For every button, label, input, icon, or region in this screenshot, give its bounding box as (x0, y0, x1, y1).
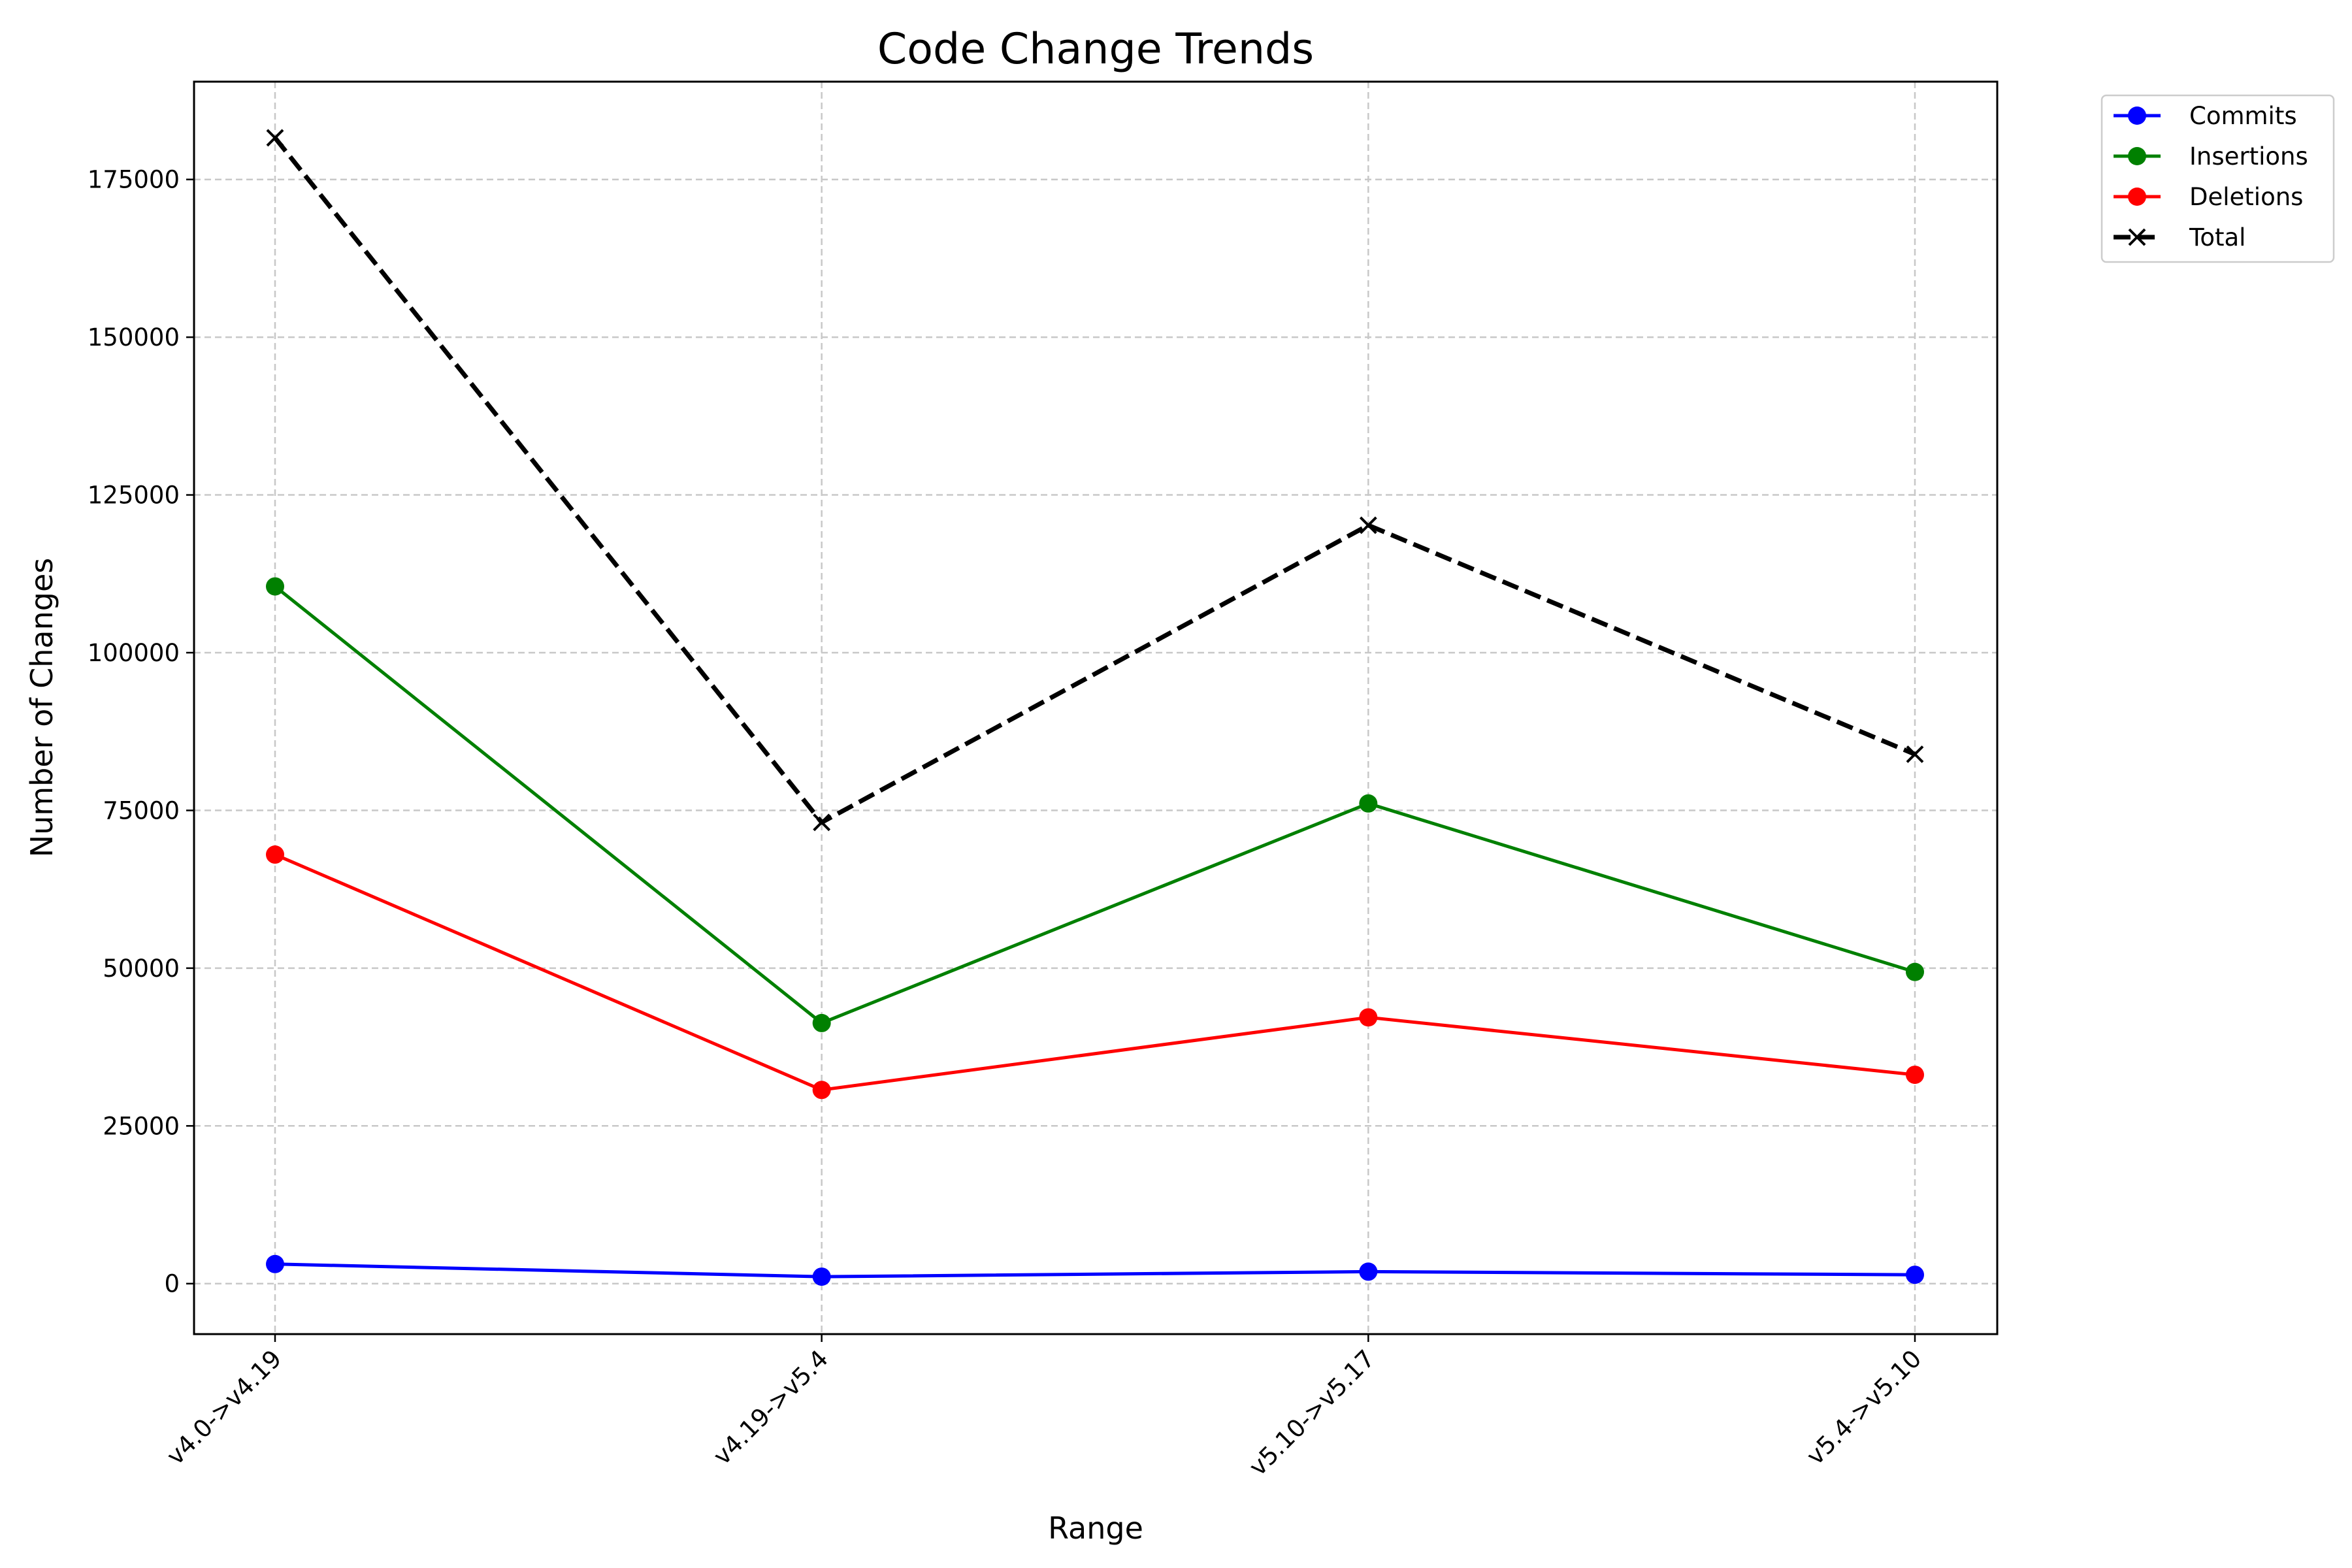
insertions-point (812, 1013, 831, 1032)
chart-title: Code Change Trends (877, 25, 1314, 74)
total-point (1906, 745, 1924, 763)
insertions-point (266, 577, 284, 596)
total-point (266, 129, 284, 147)
legend: Commits Insertions Deletions Total (2100, 94, 2335, 263)
total-point (1359, 516, 1377, 534)
legend-label-total: Total (2189, 223, 2246, 252)
total-line (273, 136, 1916, 825)
y-tick-label: 75000 (103, 796, 180, 825)
deletions-point (266, 845, 284, 864)
insertions-point (1359, 794, 1378, 813)
deletions-point (812, 1081, 831, 1100)
deletions-line (274, 853, 1916, 1092)
deletions-point (1359, 1008, 1378, 1027)
deletions-point (1906, 1066, 1924, 1085)
legend-box (2100, 94, 2335, 263)
legend-marker-insertions (2128, 147, 2146, 165)
y-tick-label: 150000 (88, 323, 180, 351)
legend-label-deletions: Deletions (2189, 183, 2303, 211)
legend-label-commits: Commits (2189, 102, 2297, 130)
commits-point (1906, 1266, 1924, 1284)
y-axis-label: Number of Changes (24, 558, 59, 857)
y-tick-label: 175000 (88, 166, 180, 194)
x-axis-label: Range (1048, 1511, 1143, 1546)
legend-label-insertions: Insertions (2189, 142, 2308, 171)
insertions-point (1906, 962, 1924, 981)
y-tick-label: 50000 (103, 955, 180, 983)
y-tick-label: 25000 (103, 1112, 180, 1140)
commits-point (812, 1267, 831, 1286)
total-series (266, 129, 1924, 832)
legend-marker-commits (2128, 106, 2146, 125)
insertions-series (266, 577, 1924, 1032)
y-tick-label: 125000 (88, 482, 180, 510)
total-point (813, 813, 831, 832)
grid (194, 82, 1997, 1334)
commits-point (266, 1254, 284, 1273)
plot-frame (193, 80, 1999, 1335)
legend-marker-total (2128, 228, 2146, 246)
commits-line (274, 1262, 1916, 1279)
commits-series (266, 1254, 1924, 1286)
y-tick-label: 100000 (88, 639, 180, 667)
insertions-line (274, 585, 1916, 1025)
commits-point (1359, 1262, 1378, 1281)
legend-marker-deletions (2128, 188, 2146, 206)
series-lines (266, 129, 1924, 1286)
y-tick-label: 0 (164, 1270, 180, 1298)
deletions-series (266, 845, 1924, 1100)
